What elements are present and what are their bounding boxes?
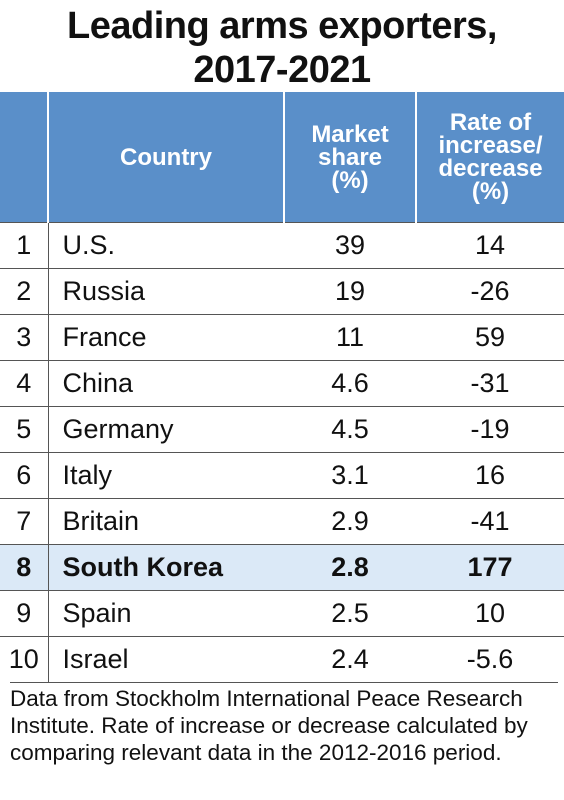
rank-cell: 7 xyxy=(0,498,49,545)
exporters-table: Country Market share (%) Rate of increas… xyxy=(0,92,564,682)
source-note: Data from Stockholm International Peace … xyxy=(10,682,558,766)
country-cell: Russia xyxy=(48,268,284,315)
country-cell: Israel xyxy=(48,636,284,682)
rate-cell: -31 xyxy=(416,360,564,407)
country-cell: France xyxy=(48,314,284,361)
market-share-cell: 2.9 xyxy=(284,498,416,545)
table-row: 1 U.S. 39 14 xyxy=(0,222,564,269)
market-share-cell: 19 xyxy=(284,268,416,315)
header-rate-line: Rate of xyxy=(449,109,532,136)
rate-cell: -26 xyxy=(416,268,564,315)
country-cell: Germany xyxy=(48,406,284,453)
table-body: 1 U.S. 39 14 2 Russia 19 -26 3 France 11… xyxy=(0,222,564,682)
country-cell: Spain xyxy=(48,590,284,637)
table-row: 3 France 11 59 xyxy=(0,314,564,361)
rank-cell: 3 xyxy=(0,314,49,361)
rank-cell: 6 xyxy=(0,452,49,499)
rate-cell: 177 xyxy=(416,544,564,591)
market-share-cell: 3.1 xyxy=(284,452,416,499)
header-rate-line: decrease xyxy=(438,155,543,182)
country-cell: U.S. xyxy=(48,222,284,269)
table-row: 2 Russia 19 -26 xyxy=(0,268,564,315)
header-share-line: Market xyxy=(311,120,389,148)
rate-cell: -41 xyxy=(416,498,564,545)
header-rate-line: increase/ xyxy=(438,132,543,159)
table-row: 9 Spain 2.5 10 xyxy=(0,590,564,637)
table-row: 4 China 4.6 -31 xyxy=(0,360,564,407)
rank-cell: 4 xyxy=(0,360,49,407)
market-share-cell: 2.4 xyxy=(284,636,416,682)
market-share-cell: 39 xyxy=(284,222,416,269)
table-row: 6 Italy 3.1 16 xyxy=(0,452,564,499)
header-rate-line: (%) xyxy=(471,178,510,205)
market-share-cell: 11 xyxy=(284,314,416,361)
rank-cell: 1 xyxy=(0,222,49,269)
table-row: 5 Germany 4.5 -19 xyxy=(0,406,564,453)
rank-cell: 8 xyxy=(0,544,49,591)
header-share-line: (%) xyxy=(331,166,369,194)
title-line-1: Leading arms exporters, xyxy=(67,5,497,47)
header-rate: Rate of increase/ decrease (%) xyxy=(416,92,564,223)
rank-cell: 2 xyxy=(0,268,49,315)
header-market-share: Market share (%) xyxy=(284,92,417,223)
rate-cell: -5.6 xyxy=(416,636,564,682)
country-cell: Italy xyxy=(48,452,284,499)
table-row: 10 Israel 2.4 -5.6 xyxy=(0,636,564,682)
market-share-cell: 4.5 xyxy=(284,406,416,453)
header-country-label: Country xyxy=(120,143,212,171)
market-share-cell: 2.8 xyxy=(284,544,416,591)
rate-cell: 16 xyxy=(416,452,564,499)
rank-cell: 5 xyxy=(0,406,49,453)
header-country: Country xyxy=(48,92,285,223)
rate-cell: 59 xyxy=(416,314,564,361)
table-row-highlighted: 8 South Korea 2.8 177 xyxy=(0,544,564,591)
table-row: 7 Britain 2.9 -41 xyxy=(0,498,564,545)
header-share-line: share xyxy=(317,143,383,171)
rank-cell: 10 xyxy=(0,636,49,682)
country-cell: South Korea xyxy=(48,544,284,591)
market-share-cell: 2.5 xyxy=(284,590,416,637)
country-cell: Britain xyxy=(48,498,284,545)
market-share-cell: 4.6 xyxy=(284,360,416,407)
title-line-2: 2017-2021 xyxy=(193,49,371,91)
header-rank xyxy=(0,92,49,223)
rank-cell: 9 xyxy=(0,590,49,637)
rate-cell: 10 xyxy=(416,590,564,637)
country-cell: China xyxy=(48,360,284,407)
rate-cell: 14 xyxy=(416,222,564,269)
rate-cell: -19 xyxy=(416,406,564,453)
header-row: Country Market share (%) Rate of increas… xyxy=(0,92,564,223)
chart-title: Leading arms exporters, 2017-2021 xyxy=(0,0,564,92)
